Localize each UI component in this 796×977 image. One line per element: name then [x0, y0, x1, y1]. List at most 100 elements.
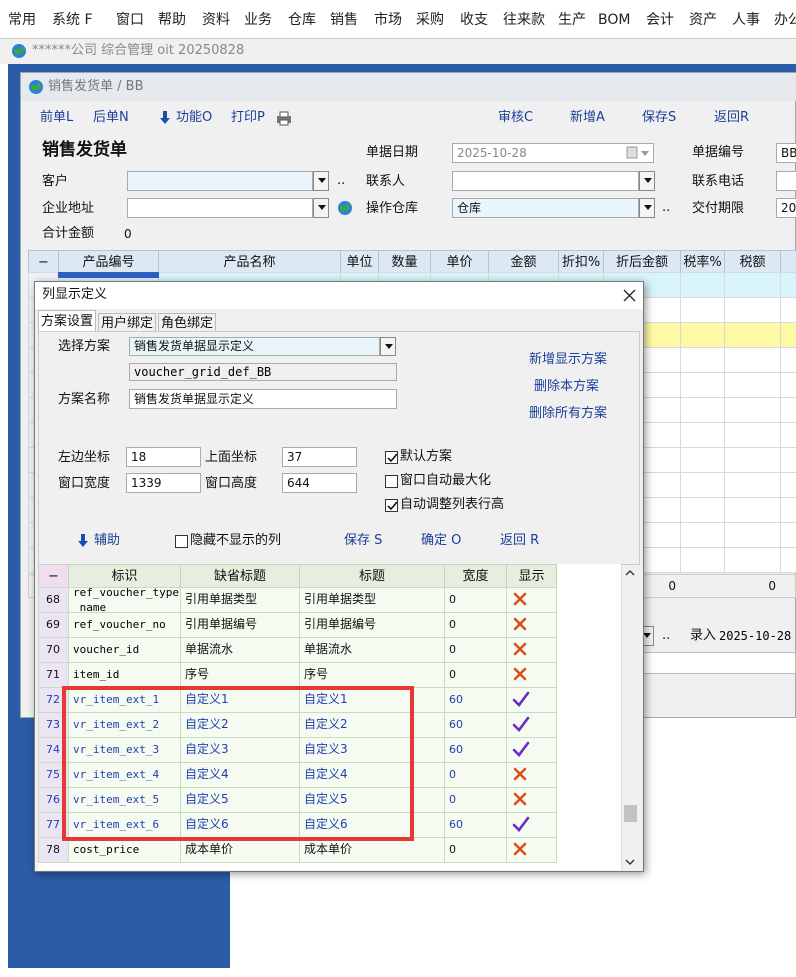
scroll-thumb[interactable]	[624, 805, 637, 822]
tab[interactable]: 用户绑定	[98, 313, 156, 332]
menu-item[interactable]: 往来款	[503, 12, 545, 28]
button[interactable]: 返回 R	[500, 533, 540, 548]
text-input[interactable]: 18	[126, 447, 201, 467]
menu-item[interactable]: 市场	[374, 12, 402, 28]
show-toggle[interactable]	[512, 716, 532, 734]
link[interactable]: 删除本方案	[534, 379, 600, 394]
menu-item[interactable]: 资料	[202, 12, 230, 28]
show-toggle[interactable]	[512, 691, 532, 709]
menu-item[interactable]: 资产	[689, 12, 717, 28]
show-toggle[interactable]	[512, 791, 532, 809]
dropdown-button[interactable]	[380, 337, 396, 356]
text-input[interactable]	[776, 171, 796, 191]
show-toggle[interactable]	[512, 741, 532, 759]
app-title-bar	[0, 38, 796, 64]
menu-item[interactable]: 人事	[732, 12, 760, 28]
button[interactable]: 辅助	[94, 533, 121, 548]
text-input[interactable]: 37	[282, 447, 357, 467]
menu-item[interactable]: 帮助	[158, 12, 186, 28]
tab[interactable]: 角色绑定	[158, 313, 216, 332]
grid-cell	[680, 347, 725, 373]
globe-button[interactable]	[337, 200, 353, 216]
text-input[interactable]: 202	[776, 198, 796, 218]
more-button[interactable]: ..	[662, 628, 671, 643]
menu-item[interactable]: 采购	[416, 12, 444, 28]
dropdown-button[interactable]	[313, 198, 329, 218]
label: 联系电话	[692, 174, 745, 189]
calendar-button[interactable]	[626, 146, 652, 160]
scroll-up[interactable]	[623, 566, 637, 580]
show-toggle[interactable]	[512, 841, 532, 859]
text-input[interactable]: 2025-10-28	[452, 143, 654, 163]
text-input[interactable]: 644	[282, 473, 357, 493]
menu-item[interactable]: 办公	[774, 12, 796, 28]
checkbox-label[interactable]: 默认方案	[400, 449, 453, 464]
checkbox[interactable]	[175, 535, 188, 548]
button[interactable]: 确定 O	[421, 533, 462, 548]
arrow	[643, 633, 651, 638]
text-input[interactable]	[127, 171, 313, 191]
menu-item[interactable]: 销售	[330, 12, 358, 28]
toolbar-button[interactable]: 打印P	[231, 110, 265, 125]
toolbar-button[interactable]: 前单L	[40, 110, 74, 125]
printer-icon[interactable]	[275, 110, 293, 126]
dropdown-button[interactable]	[639, 171, 655, 191]
show-toggle[interactable]	[512, 591, 532, 609]
cross	[513, 792, 527, 806]
menu-item[interactable]: BOM	[598, 12, 631, 28]
column-width: 0	[449, 843, 456, 856]
column-title: 引用单据编号	[304, 617, 377, 631]
down-arrow-icon	[76, 533, 90, 549]
show-toggle[interactable]	[512, 616, 532, 634]
show-toggle[interactable]	[512, 766, 532, 784]
text-input[interactable]	[452, 171, 639, 191]
menu-item[interactable]: 生产	[558, 12, 586, 28]
menu-item[interactable]: 窗口	[116, 12, 144, 28]
text-input[interactable]: voucher_grid_def_BB	[129, 363, 397, 381]
button[interactable]: 保存 S	[344, 533, 383, 548]
link[interactable]: 删除所有方案	[529, 406, 608, 421]
grid-cell	[724, 372, 781, 398]
column-width: 60	[449, 718, 463, 731]
show-toggle[interactable]	[512, 641, 532, 659]
text-input[interactable]: 销售发货单据显示定义	[129, 337, 380, 356]
checkbox[interactable]	[385, 499, 398, 512]
checkbox-label[interactable]: 隐藏不显示的列	[190, 533, 282, 548]
checkbox[interactable]	[385, 451, 398, 464]
menu-item[interactable]: 会计	[646, 12, 674, 28]
toolbar-button[interactable]: 审核C	[498, 110, 534, 125]
menu-item[interactable]: 常用	[8, 12, 36, 28]
more-button[interactable]: ..	[337, 173, 346, 188]
menu-item[interactable]: 业务	[244, 12, 272, 28]
link[interactable]: 新增显示方案	[529, 352, 608, 367]
checkbox-label[interactable]: 自动调整列表行高	[400, 497, 505, 512]
text-input[interactable]: 1339	[126, 473, 201, 493]
scroll-down[interactable]	[623, 855, 637, 869]
toolbar-button[interactable]: 返回R	[714, 110, 750, 125]
menu-item[interactable]: 仓库	[288, 12, 316, 28]
default-title: 自定义2	[185, 717, 229, 731]
globe-icon	[12, 44, 26, 58]
toolbar-button[interactable]: 功能O	[176, 110, 213, 125]
menu-item[interactable]: 收支	[460, 12, 488, 28]
checkbox[interactable]	[385, 475, 398, 488]
text-input[interactable]	[127, 198, 313, 218]
checkbox-label[interactable]: 窗口自动最大化	[400, 473, 492, 488]
show-toggle[interactable]	[512, 666, 532, 684]
dropdown-button[interactable]	[313, 171, 329, 191]
down-arrow-icon	[158, 110, 172, 126]
text-input[interactable]: BB-	[776, 143, 796, 163]
close-button[interactable]	[618, 284, 640, 306]
tab[interactable]: 方案设置	[38, 310, 96, 332]
text-input[interactable]: 仓库	[452, 198, 639, 218]
more-button[interactable]: ..	[662, 200, 671, 215]
menu-item[interactable]: 系统 F	[52, 12, 93, 28]
table-header-cell: 标题	[299, 564, 445, 588]
toolbar-button[interactable]: 保存S	[642, 110, 677, 125]
toolbar-button[interactable]: 新增A	[570, 110, 605, 125]
toolbar-button[interactable]: 后单N	[93, 110, 129, 125]
dropdown-button[interactable]	[639, 198, 655, 218]
text-input[interactable]: 销售发货单据显示定义	[129, 389, 397, 409]
show-toggle[interactable]	[512, 816, 532, 834]
printer	[277, 111, 291, 126]
